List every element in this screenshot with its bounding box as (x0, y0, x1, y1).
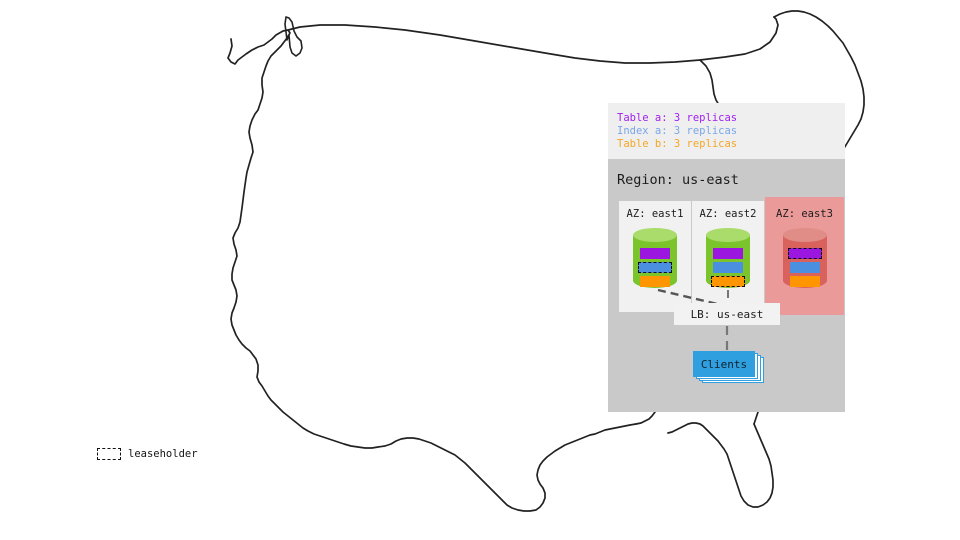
leaseholder-swatch-icon (97, 448, 121, 460)
replica-key-row-index-a: Index a: 3 replicas (617, 125, 738, 137)
clients-label: Clients (700, 357, 748, 371)
az-box-east2[interactable]: AZ: east2 (692, 201, 764, 312)
region-body: Region: us-east AZ: east1 AZ: e (608, 159, 845, 412)
az-box-east3[interactable]: AZ: east3 (765, 197, 844, 315)
az-label-east2: AZ: east2 (699, 208, 757, 220)
db-cylinder-top (633, 228, 677, 242)
us-border-path (284, 16, 303, 57)
replica-key-row-table-a: Table a: 3 replicas (617, 112, 738, 124)
replica-band-table-b-leaseholder (711, 276, 745, 287)
replica-band-table-a (640, 248, 670, 259)
us-northern-border-path (287, 16, 779, 64)
replica-key-panel: Table a: 3 replicas Index a: 3 replicas … (608, 103, 845, 159)
replica-key-rows: Table a: 3 replicas Index a: 3 replicas … (617, 112, 737, 151)
availability-zone-row: AZ: east1 AZ: east2 (619, 197, 845, 315)
load-balancer-box[interactable]: LB: us-east (674, 303, 780, 325)
db-cylinder-top (783, 228, 827, 242)
replica-band-index-a-leaseholder (638, 262, 672, 273)
load-balancer-label: LB: us-east (690, 307, 764, 321)
replica-band-index-a (713, 262, 743, 273)
us-border-main (227, 29, 637, 512)
replica-key-row-table-b: Table b: 3 replicas (617, 138, 738, 150)
us-florida-path (667, 422, 774, 508)
db-node-east1[interactable] (633, 228, 677, 295)
replica-band-table-a (713, 248, 743, 259)
replica-band-table-a-leaseholder (788, 248, 822, 259)
db-cylinder-top (706, 228, 750, 242)
leaseholder-legend-label: leaseholder (128, 448, 198, 460)
clients-sheet-front[interactable]: Clients (693, 351, 755, 377)
replica-band-table-b (790, 276, 820, 287)
az-label-east3: AZ: east3 (776, 208, 833, 220)
clients-stack[interactable]: Clients (693, 351, 765, 383)
region-title: Region: us-east (617, 172, 739, 188)
replica-band-table-b (640, 276, 670, 287)
db-node-east3[interactable] (783, 228, 827, 295)
az-label-east1: AZ: east1 (626, 208, 684, 220)
replica-band-index-a (790, 262, 820, 273)
leaseholder-legend: leaseholder (97, 448, 198, 460)
az-box-east1[interactable]: AZ: east1 (619, 201, 691, 312)
region-overlay-panel: Table a: 3 replicas Index a: 3 replicas … (608, 103, 845, 412)
db-node-east2[interactable] (706, 228, 750, 295)
